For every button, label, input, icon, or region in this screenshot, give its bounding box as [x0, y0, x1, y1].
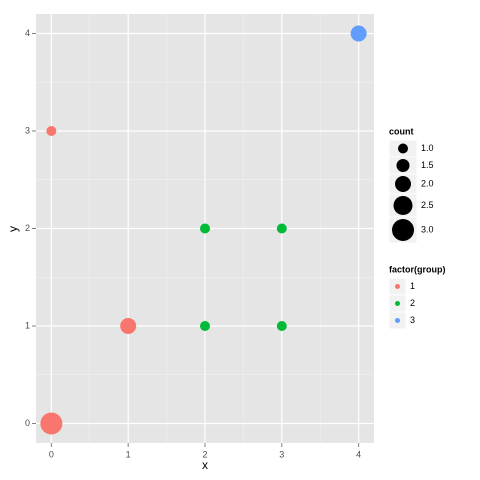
legend-size-symbol — [392, 219, 414, 241]
legend-size-symbol — [393, 196, 413, 215]
y-tick-label: 4 — [25, 28, 30, 38]
x-tick-label: 1 — [126, 449, 131, 459]
legend-size-symbol — [395, 176, 411, 192]
legend-color-symbol — [395, 301, 400, 306]
legend-label: 1.5 — [421, 160, 434, 170]
legend-title: count — [389, 126, 414, 136]
legend-label: 2.0 — [421, 178, 434, 188]
legend-size-symbol — [396, 159, 410, 172]
legend-title: factor(group) — [389, 264, 446, 274]
legend-label: 1 — [410, 281, 415, 291]
point — [200, 223, 210, 234]
y-axis-title: y — [6, 226, 20, 232]
point — [120, 318, 137, 334]
point — [200, 321, 210, 331]
point — [350, 25, 367, 42]
point — [40, 412, 63, 435]
x-axis-title: x — [202, 458, 208, 472]
x-tick-label: 0 — [49, 449, 54, 459]
y-tick-label: 0 — [25, 418, 30, 428]
legend-label: 2.5 — [421, 200, 434, 210]
legend-label: 2 — [410, 298, 415, 308]
legend-color-symbol — [395, 284, 400, 289]
y-tick-label: 1 — [25, 320, 30, 330]
y-tick-label: 2 — [25, 223, 30, 233]
point — [276, 223, 287, 234]
point — [276, 321, 287, 331]
point — [46, 126, 57, 136]
x-tick-label: 3 — [279, 449, 284, 459]
legend-size-symbol — [398, 143, 408, 154]
legend-label: 3 — [410, 315, 415, 325]
y-tick-label: 3 — [25, 125, 30, 135]
legend-label: 3.0 — [421, 224, 434, 234]
x-tick-label: 4 — [356, 449, 361, 459]
legend-color-symbol — [395, 318, 400, 323]
legend-label: 1.0 — [421, 143, 434, 153]
x-tick-label: 2 — [202, 449, 207, 459]
